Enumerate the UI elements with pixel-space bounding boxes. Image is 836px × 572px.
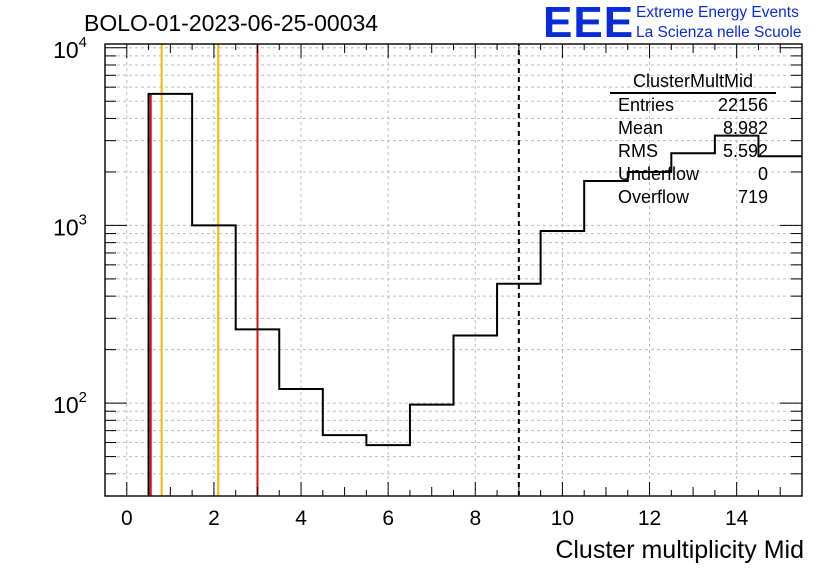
stats-row-entries: Entries 22156 [610, 94, 776, 117]
histogram-bin [410, 405, 454, 496]
stats-row-underflow: Underflow 0 [610, 163, 776, 186]
stats-label: Underflow [618, 164, 700, 184]
stats-label: Overflow [618, 187, 690, 207]
stats-value: 5.592 [722, 141, 768, 161]
stats-title: ClusterMultMid [610, 70, 776, 94]
eee-tagline-2: La Scienza nelle Scuole [636, 24, 802, 41]
histogram-series [147, 92, 802, 496]
x-tick-label: 14 [725, 507, 749, 530]
x-tick-label: 4 [295, 507, 307, 530]
chart-title: BOLO-01-2023-06-25-00034 [84, 10, 379, 36]
y-tick-label: 103 [53, 211, 87, 240]
stats-box: ClusterMultMid Entries 22156 Mean 8.982 … [610, 70, 776, 209]
stats-value: 0 [757, 164, 768, 184]
stats-row-rms: RMS 5.592 [610, 140, 776, 163]
histogram-bin [323, 435, 367, 496]
stats-value: 8.982 [722, 118, 768, 138]
marker-lines [149, 44, 520, 496]
x-axis-label: Cluster multiplicity Mid [555, 536, 804, 564]
x-tick-label: 10 [551, 507, 574, 530]
axis-ticks [105, 44, 802, 497]
histogram-line [147, 92, 802, 496]
stats-label: RMS [618, 141, 658, 161]
eee-tagline-1: Extreme Energy Events [636, 4, 799, 21]
stats-value: 719 [737, 187, 768, 207]
stats-label: Entries [618, 95, 675, 115]
y-tick-label: 102 [53, 389, 87, 418]
stats-row-mean: Mean 8.982 [610, 117, 776, 140]
tick-labels: 0 2 4 6 8 10 12 14 102 103 104 [53, 34, 749, 530]
histogram-bin [584, 181, 628, 496]
x-tick-label: 0 [121, 507, 133, 530]
x-tick-label: 12 [638, 507, 661, 530]
y-tick-label: 104 [53, 34, 87, 63]
stats-value: 22156 [717, 95, 768, 115]
x-tick-label: 2 [208, 507, 220, 530]
eee-logo: EEE [543, 0, 635, 47]
histogram-bin [149, 94, 193, 496]
x-tick-label: 6 [382, 507, 394, 530]
x-tick-label: 8 [469, 507, 481, 530]
stats-row-overflow: Overflow 719 [610, 186, 776, 209]
stats-label: Mean [618, 118, 664, 138]
